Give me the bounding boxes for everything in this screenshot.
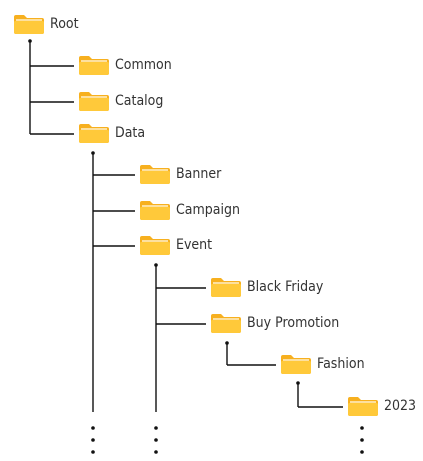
folder-node-banner: Banner [139,163,226,185]
folder-label-2023: 2023 [384,398,417,414]
ellipsis-dot-1 [154,450,158,454]
folder-label-fashion: Fashion [317,356,365,372]
ellipsis-dot-2 [360,426,364,430]
folder-node-root: Root [13,13,82,35]
folder-label-buy-promotion: Buy Promotion [247,315,340,331]
folder-icon [79,124,109,143]
folder-icon [140,236,170,255]
folder-label-campaign: Campaign [176,202,240,218]
ellipsis-dot-0 [91,450,95,454]
folder-node-event: Event [139,234,216,256]
folder-icon [281,355,311,374]
ellipsis-dot-2 [360,438,364,442]
folder-node-2023: 2023 [347,395,420,417]
folder-node-data: Data [78,122,148,144]
folder-label-catalog: Catalog [115,93,164,109]
folder-label-common: Common [115,57,172,73]
folder-icon [140,201,170,220]
folder-label-banner: Banner [176,166,222,182]
folder-icon [211,314,241,333]
ellipsis-dot-0 [91,426,95,430]
folder-label-root: Root [50,16,79,32]
folder-icon [348,397,378,416]
ellipsis-dot-1 [154,426,158,430]
folder-label-event: Event [176,237,213,253]
folder-node-black-friday: Black Friday [210,276,332,298]
folder-node-buy-promotion: Buy Promotion [210,312,349,334]
folder-node-fashion: Fashion [280,353,370,375]
folder-icon [79,92,109,111]
ellipsis-dot-0 [91,438,95,442]
ellipsis-dot-1 [154,438,158,442]
folder-node-campaign: Campaign [139,199,247,221]
folder-icon [79,56,109,75]
folder-label-data: Data [115,125,146,141]
folder-label-black-friday: Black Friday [247,279,324,295]
folder-icon [211,278,241,297]
ellipsis-dot-2 [360,450,364,454]
folder-icon [14,15,44,34]
folder-node-common: Common [78,54,178,76]
folder-node-catalog: Catalog [78,90,169,112]
folder-icon [140,165,170,184]
